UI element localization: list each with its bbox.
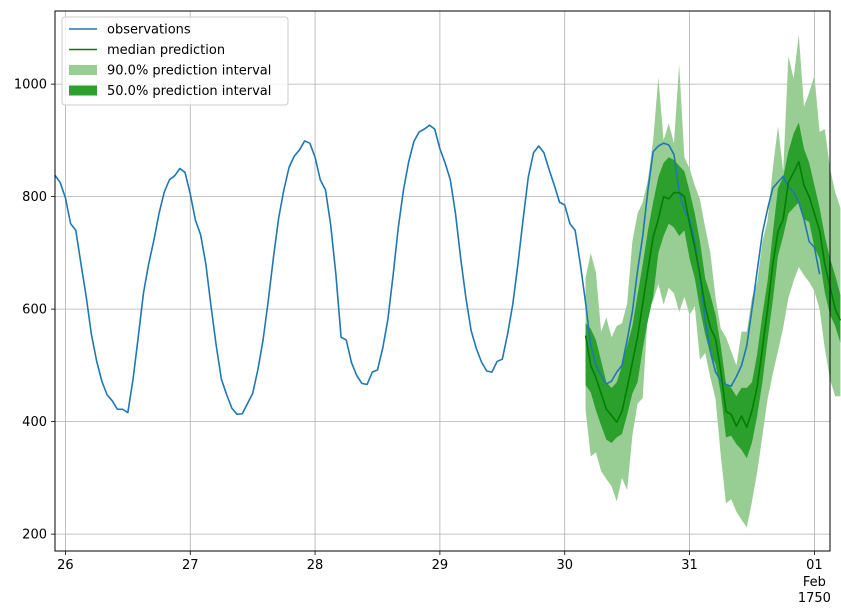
plot-frame (54, 10, 831, 552)
x-tick-label: 29 (432, 558, 449, 573)
legend-label: median prediction (107, 43, 225, 58)
legend-label: 90.0% prediction interval (107, 64, 271, 79)
series-lines (54, 124, 841, 429)
y-tick-label: 600 (22, 303, 47, 318)
y-tick-label: 1000 (14, 78, 47, 93)
x-tick-label: 31 (681, 558, 698, 573)
x-tick-label: 01 (806, 558, 823, 573)
x-tick-label-month: Feb (803, 575, 826, 590)
prediction-interval-band (585, 34, 841, 528)
x-tick-label-year: 1750 (798, 591, 831, 606)
legend-label: 50.0% prediction interval (107, 84, 271, 99)
x-tick-label: 26 (57, 558, 74, 573)
legend-band-swatch (69, 85, 97, 96)
prediction-interval-band (585, 122, 841, 459)
legend-band-swatch (69, 65, 97, 75)
prediction-interval-bands (585, 34, 841, 528)
x-tick-label: 28 (307, 558, 324, 573)
x-tick-label: 30 (556, 558, 573, 573)
y-tick-label: 400 (22, 415, 47, 430)
legend-box (61, 16, 289, 106)
legend: observations median prediction 90.0% predi… (61, 16, 289, 106)
y-tick-label: 800 (22, 190, 47, 205)
y-tick-label: 200 (22, 528, 47, 543)
x-tick-label: 27 (182, 558, 199, 573)
series-line (54, 124, 821, 416)
series-line (584, 160, 841, 429)
legend-label: observations (107, 23, 191, 38)
